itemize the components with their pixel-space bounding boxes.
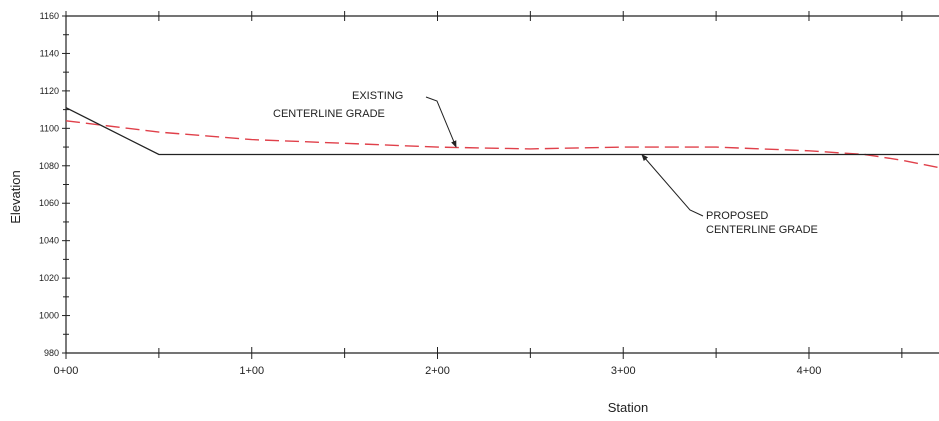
y-tick-label: 1080 <box>39 161 59 171</box>
existing-grade-annotation: EXISTING CENTERLINE GRADE <box>273 90 457 148</box>
y-axis-title: Elevation <box>8 170 23 223</box>
y-tick-label: 1100 <box>40 123 59 133</box>
y-axis: 980 1000 1020 1040 1060 1080 1100 1120 1140 1160 <box>39 11 70 358</box>
proposed-annotation-line-2: CENTERLINE GRADE <box>706 224 818 236</box>
y-tick-label: 1000 <box>39 311 59 321</box>
proposed-leader-arrow <box>641 153 704 217</box>
x-axis-title: Station <box>608 400 648 415</box>
x-tick-label: 2+00 <box>425 365 450 377</box>
y-tick-label: 1040 <box>39 236 59 246</box>
x-axis: 0+00 1+00 2+00 3+00 4+00 <box>54 11 903 377</box>
y-tick-label: 1020 <box>39 273 59 283</box>
y-tick-label: 1120 <box>40 86 59 96</box>
x-tick-label: 4+00 <box>797 365 822 377</box>
x-tick-label: 3+00 <box>611 365 636 377</box>
proposed-grade-line <box>65 107 939 156</box>
x-tick-label: 1+00 <box>239 365 264 377</box>
y-tick-label: 1140 <box>40 48 59 58</box>
y-tick-label: 1160 <box>40 11 59 21</box>
y-tick-label: 1060 <box>39 198 59 208</box>
existing-annotation-line-1: EXISTING <box>352 90 403 102</box>
proposed-grade-annotation: PROPOSED CENTERLINE GRADE <box>641 153 818 236</box>
series-group <box>65 107 939 169</box>
x-tick-label: 0+00 <box>54 365 79 377</box>
existing-grade-line <box>65 120 939 169</box>
existing-annotation-line-2: CENTERLINE GRADE <box>273 108 385 120</box>
y-tick-label: 980 <box>44 348 59 358</box>
proposed-annotation-line-1: PROPOSED <box>706 210 768 222</box>
plot-frame <box>65 15 939 354</box>
existing-leader-arrow <box>425 96 457 148</box>
